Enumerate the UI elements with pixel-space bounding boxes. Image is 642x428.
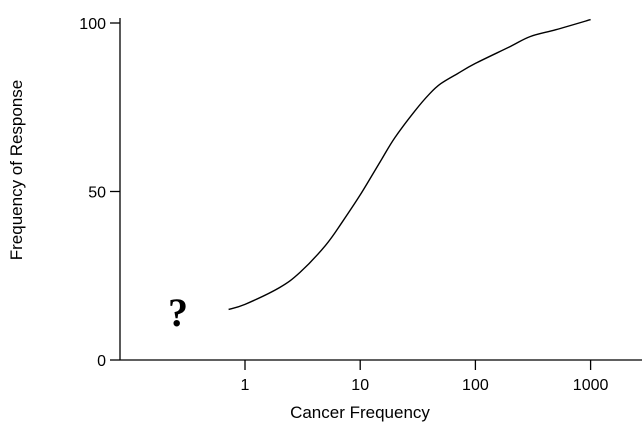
y-tick-label: 100	[79, 16, 106, 33]
x-tick-label: 1	[241, 377, 250, 394]
x-axis-title: Cancer Frequency	[290, 403, 430, 422]
x-tick-label: 10	[351, 377, 369, 394]
x-tick-label: 1000	[573, 377, 609, 394]
x-ticks: 1 10 100 1000	[241, 360, 609, 394]
y-ticks: 0 50 100	[79, 16, 120, 370]
series-line	[228, 18, 591, 311]
y-axis-title: Frequency of Response	[7, 80, 26, 261]
series-points	[229, 20, 591, 310]
x-tick-label: 100	[462, 377, 489, 394]
question-mark-annotation: ?	[168, 290, 188, 335]
y-tick-label: 50	[88, 185, 106, 202]
y-tick-label: 0	[97, 353, 106, 370]
